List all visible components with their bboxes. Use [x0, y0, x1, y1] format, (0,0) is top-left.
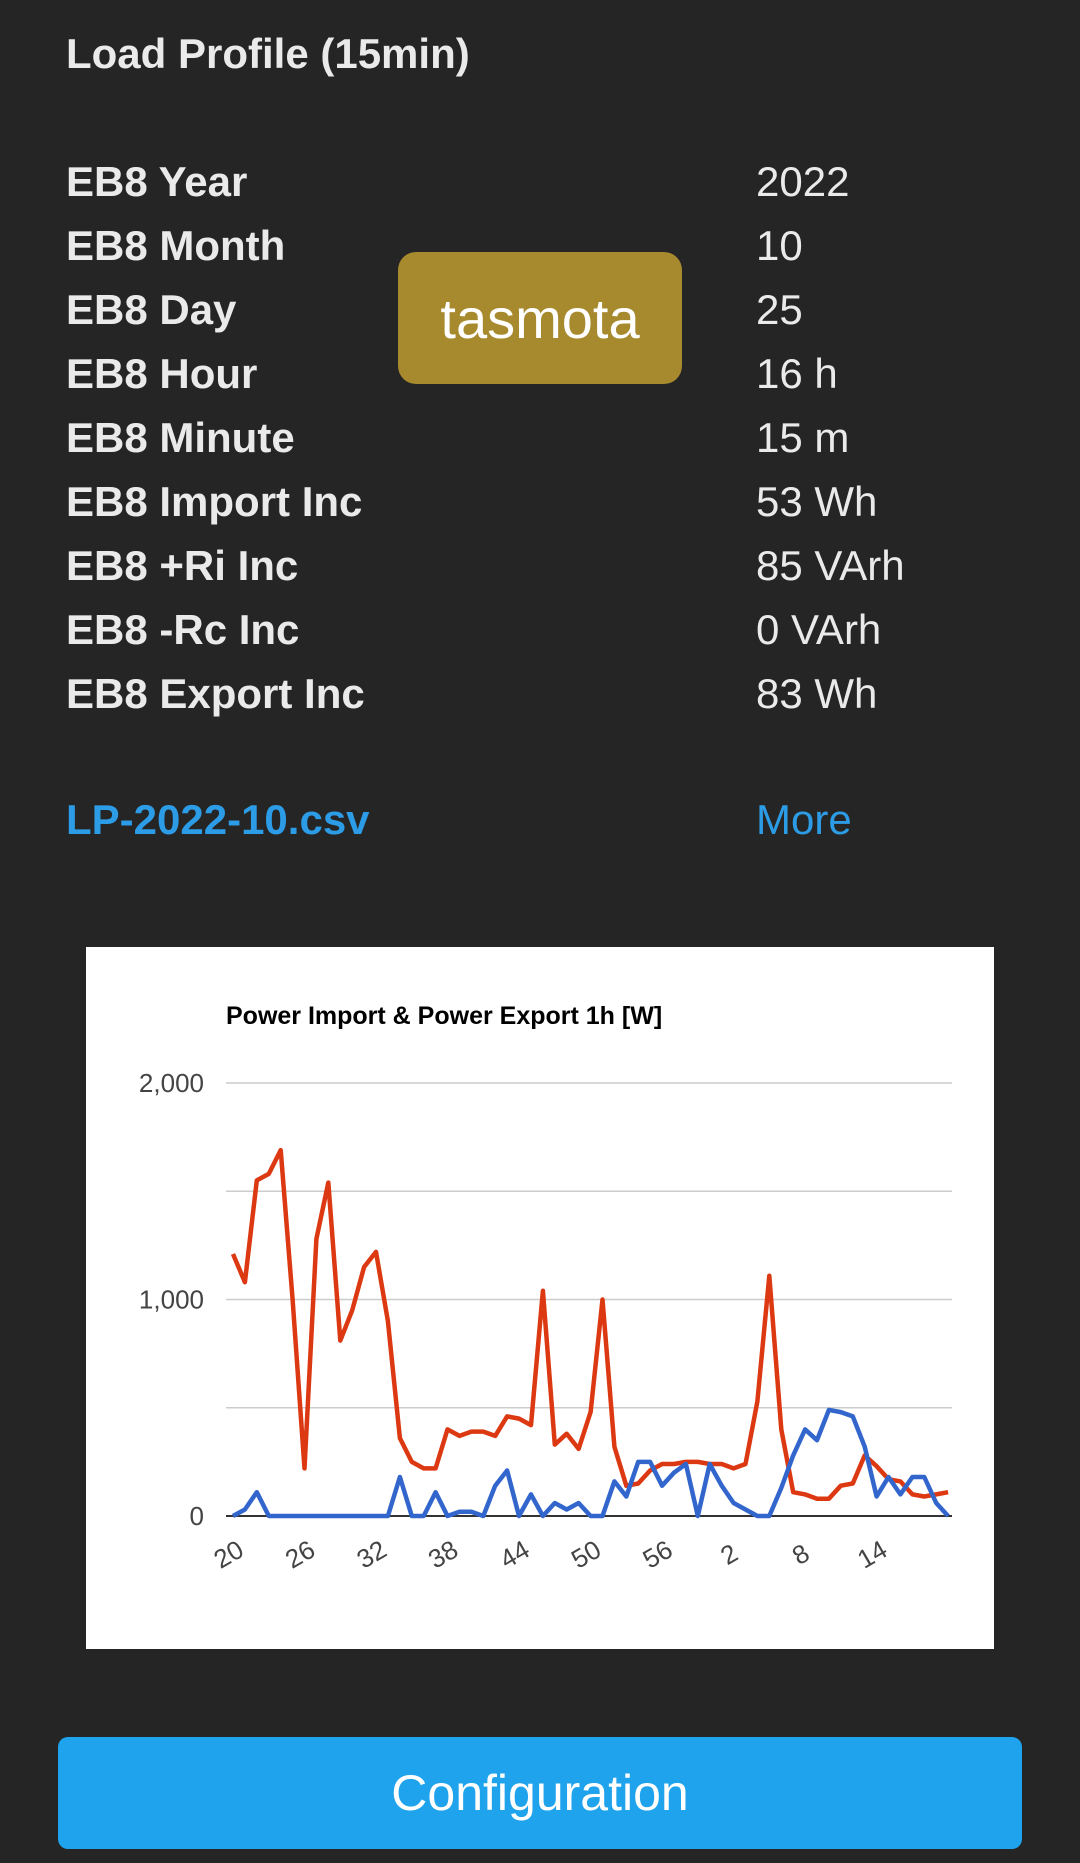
reading-value: 25: [756, 286, 803, 333]
csv-download-link[interactable]: LP-2022-10.csv: [66, 796, 370, 843]
section-title: Load Profile (15min): [66, 30, 470, 77]
reading-row: EB8 Import Inc 53 Wh: [66, 478, 1026, 542]
reading-label: EB8 -Rc Inc: [66, 606, 300, 653]
x-tick-label: 14: [852, 1534, 892, 1574]
x-tick-label: 38: [423, 1534, 463, 1574]
reading-value: 83 Wh: [756, 670, 878, 717]
reading-label: EB8 Import Inc: [66, 478, 363, 525]
reading-value: 2022: [756, 158, 850, 205]
power-chart: Power Import & Power Export 1h [W] 0 1,00…: [86, 947, 994, 1649]
x-tick-label: 26: [280, 1534, 320, 1574]
reading-value: 85 VArh: [756, 542, 905, 589]
reading-row: EB8 Month 10: [66, 222, 1026, 286]
reading-label: EB8 Year: [66, 158, 248, 205]
reading-value: 15 m: [756, 414, 850, 461]
reading-row: EB8 Day 25: [66, 286, 1026, 350]
reading-row: EB8 Year 2022: [66, 158, 1026, 222]
reading-row: EB8 Hour 16 h: [66, 350, 1026, 414]
series-line-blue: [231, 1407, 950, 1519]
more-link[interactable]: More: [756, 796, 852, 843]
x-tick-label: 44: [495, 1534, 535, 1574]
x-tick-label: 50: [566, 1534, 606, 1574]
reading-label: EB8 Month: [66, 222, 286, 269]
y-tick-label: 1,000: [139, 1285, 204, 1315]
reading-value: 16 h: [756, 350, 838, 397]
configuration-button[interactable]: Configuration: [58, 1737, 1022, 1849]
reading-label: EB8 +Ri Inc: [66, 542, 299, 589]
reading-label: EB8 Hour: [66, 350, 258, 397]
chart-title: Power Import & Power Export 1h [W]: [226, 1002, 662, 1030]
x-tick-label: 8: [787, 1538, 815, 1571]
x-tick-label: 20: [208, 1534, 248, 1574]
reading-value: 10: [756, 222, 803, 269]
reading-row: EB8 +Ri Inc 85 VArh: [66, 542, 1026, 606]
reading-row: EB8 Minute 15 m: [66, 414, 1026, 478]
reading-label: EB8 Export Inc: [66, 670, 365, 717]
reading-value: 53 Wh: [756, 478, 878, 525]
y-tick-label: 0: [190, 1501, 204, 1531]
reading-label: EB8 Day: [66, 286, 237, 333]
x-tick-label: 32: [351, 1534, 391, 1574]
reading-label: EB8 Minute: [66, 414, 295, 461]
y-tick-label: 2,000: [139, 1068, 204, 1098]
x-tick-label: 2: [715, 1538, 743, 1571]
series-line-red: [230, 1147, 949, 1501]
tasmota-logo-badge: tasmota: [398, 252, 682, 384]
reading-row: EB8 Export Inc 83 Wh: [66, 670, 1026, 734]
power-chart-svg: Power Import & Power Export 1h [W] 0 1,00…: [139, 1002, 952, 1574]
reading-row: EB8 -Rc Inc 0 VArh: [66, 606, 1026, 670]
x-tick-label: 56: [638, 1534, 678, 1574]
readings-table: EB8 Year 2022 EB8 Month 10 EB8 Day 25 EB…: [66, 158, 1026, 734]
reading-value: 0 VArh: [756, 606, 882, 653]
